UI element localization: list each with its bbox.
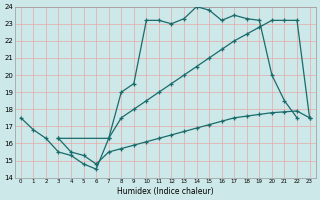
X-axis label: Humidex (Indice chaleur): Humidex (Indice chaleur) (117, 187, 213, 196)
